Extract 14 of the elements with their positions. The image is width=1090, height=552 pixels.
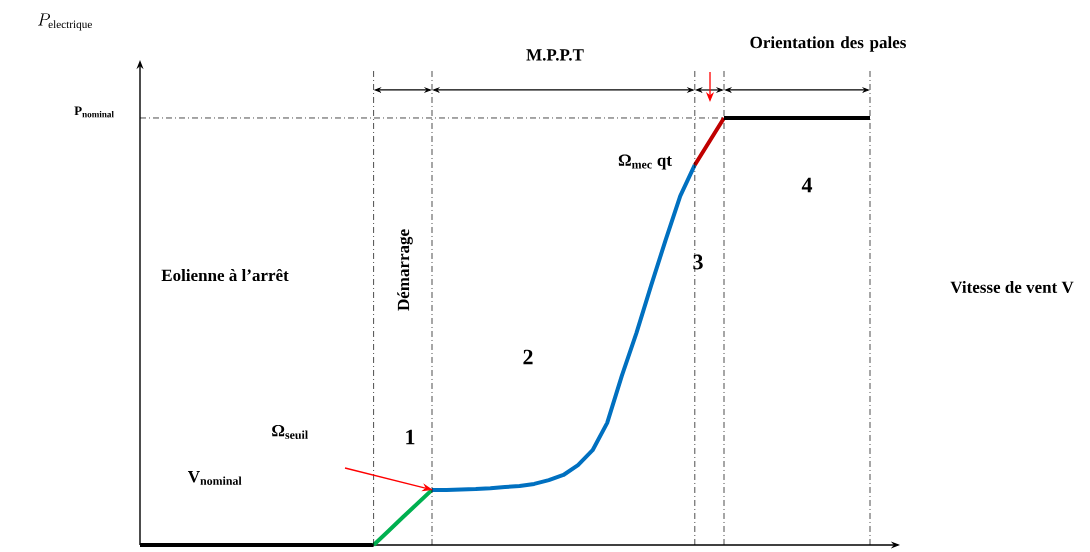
text: Orientation des pales — [750, 36, 906, 52]
annotation: 3 — [693, 254, 703, 270]
x-axis-title: Vitesse de vent V — [950, 280, 1074, 294]
ref-line-label: P$_{nominal}$ — [74, 106, 114, 118]
annotation: 1 — [406, 429, 415, 445]
text: M.P.P.T — [526, 49, 584, 61]
text: $P_{\mathrm{electrique}}$ — [38, 13, 92, 31]
annotation: Ω$_{mec}$ qt — [618, 154, 672, 170]
annotation: Eolienne à l’arrêt — [161, 268, 289, 282]
annotation: Démarrage — [397, 229, 413, 311]
annotation: 4 — [801, 177, 813, 193]
annotation: 2 — [523, 349, 533, 365]
annotation: Ω$_{seuil}$ — [272, 425, 308, 439]
annotation: V$_{nominal}$ — [187, 471, 242, 485]
